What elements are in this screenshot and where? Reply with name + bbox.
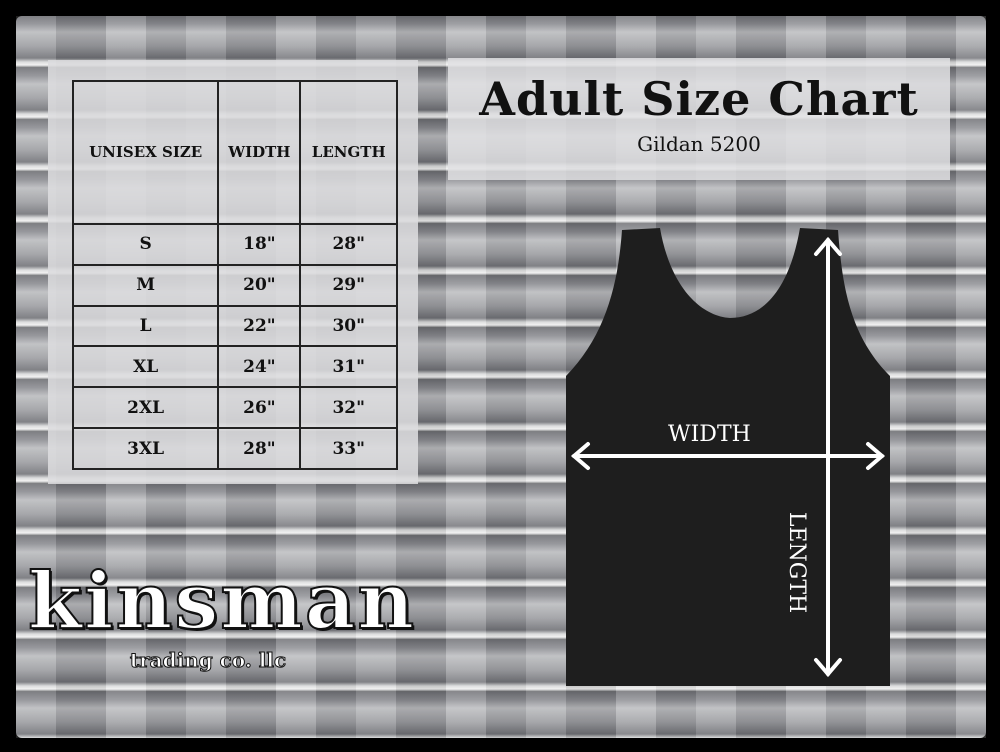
cell-width: 28" [217, 427, 302, 470]
cell-length: 29" [299, 263, 398, 307]
logo-tagline: trading co. llc [129, 648, 287, 673]
table-row: L 22" 30" [71, 304, 398, 348]
table-row: S 18" 28" [71, 222, 398, 266]
cell-size: S [71, 222, 220, 266]
cell-length: 31" [299, 345, 398, 389]
cell-width: 24" [217, 345, 302, 389]
table-row: M 20" 29" [71, 263, 398, 307]
kinsman-logo: kinsman trading co. llc [27, 552, 417, 673]
title-box: Adult Size Chart Gildan 5200 [448, 58, 950, 180]
table-row: XL 24" 31" [71, 345, 398, 389]
cell-size: M [71, 263, 220, 307]
cell-size: L [71, 304, 220, 348]
cell-width: 18" [217, 222, 302, 266]
width-arrow [570, 442, 886, 470]
cell-length: 32" [299, 386, 398, 430]
page-title: Adult Size Chart [479, 72, 919, 126]
cell-size: 2XL [71, 386, 220, 430]
size-table: UNISEX SIZE WIDTH LENGTH S 18" 28" M 20" 29" L… [71, 80, 398, 470]
width-label: WIDTH [668, 422, 751, 447]
table-row: 2XL 26" 32" [71, 386, 398, 430]
header-length: LENGTH [299, 80, 398, 225]
tank-top-diagram [566, 228, 890, 686]
cell-width: 22" [217, 304, 302, 348]
cell-size: XL [71, 345, 220, 389]
table-row: 3XL 28" 33" [71, 427, 398, 470]
cell-length: 30" [299, 304, 398, 348]
header-size: UNISEX SIZE [71, 80, 220, 225]
length-label: LENGTH [784, 511, 810, 614]
subtitle: Gildan 5200 [637, 132, 761, 156]
cell-size: 3XL [71, 427, 220, 470]
table-header-row: UNISEX SIZE WIDTH LENGTH [71, 80, 398, 225]
length-arrow [814, 236, 842, 678]
cell-length: 28" [299, 222, 398, 266]
logo-wordmark: kinsman [27, 555, 417, 648]
cell-width: 20" [217, 263, 302, 307]
header-width: WIDTH [217, 80, 302, 225]
cell-length: 33" [299, 427, 398, 470]
cell-width: 26" [217, 386, 302, 430]
